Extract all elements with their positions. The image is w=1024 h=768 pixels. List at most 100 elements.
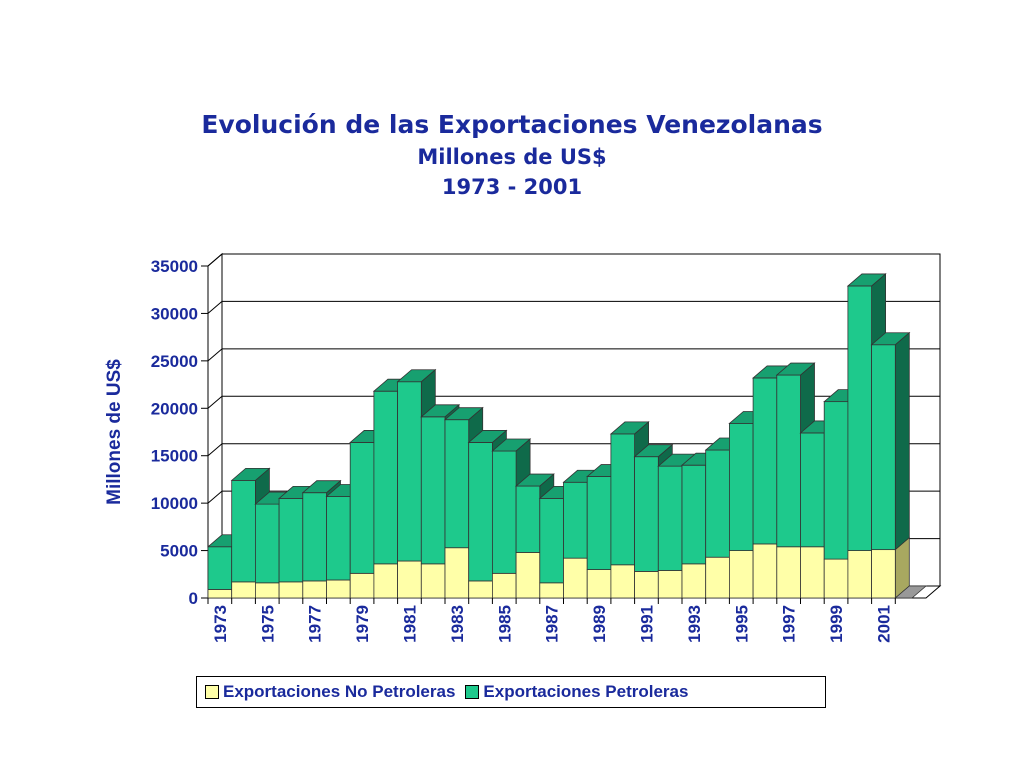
bar-petroleras-top xyxy=(870,332,911,346)
bar-petroleras xyxy=(231,479,256,583)
y-tick-label: 5000 xyxy=(160,542,198,561)
bar-petroleras xyxy=(610,433,636,566)
bar-no-petroleras xyxy=(847,550,873,599)
bar-no-petroleras xyxy=(515,552,541,599)
legend-item-no-petroleras: Exportaciones No Petroleras xyxy=(205,682,455,702)
x-tick-label: 1989 xyxy=(590,605,609,643)
bar-petroleras-top xyxy=(420,404,461,418)
bar-no-petroleras xyxy=(373,563,398,599)
bar-petroleras-top xyxy=(515,473,555,487)
bar-petroleras-top xyxy=(609,421,650,435)
bar-no-petroleras xyxy=(610,564,636,599)
bar-petroleras xyxy=(847,285,873,551)
bar-no-petroleras xyxy=(563,557,588,599)
bar-no-petroleras xyxy=(326,579,351,599)
legend-label-no-petroleras: Exportaciones No Petroleras xyxy=(223,682,456,701)
bar-no-petroleras xyxy=(207,589,233,599)
bar-petroleras xyxy=(823,401,849,560)
bar-petroleras xyxy=(302,492,327,582)
bar-no-petroleras xyxy=(752,543,778,599)
bar-no-petroleras xyxy=(657,570,683,599)
bar-no-petroleras xyxy=(302,580,327,599)
x-tick-label: 1973 xyxy=(211,605,230,643)
gridline-diagonal xyxy=(207,253,223,267)
bar-no-petroleras xyxy=(491,572,517,599)
bar-no-petroleras xyxy=(444,547,470,599)
bar-petroleras-side xyxy=(894,331,910,551)
y-tick-label: 15000 xyxy=(151,447,198,466)
y-axis-title: Millones de US$ xyxy=(104,359,125,505)
chart-subtitle-years: 1973 - 2001 xyxy=(441,175,583,199)
bar-petroleras xyxy=(681,464,707,565)
y-tick-label: 0 xyxy=(189,589,198,608)
bar-petroleras-top xyxy=(230,467,271,481)
bar-petroleras xyxy=(397,381,422,562)
chart-title-block: Evolución de las Exportaciones Venezolan… xyxy=(0,108,1024,202)
bar-no-petroleras xyxy=(231,581,256,599)
x-tick-label: 1979 xyxy=(353,605,372,643)
x-tick-label: 1983 xyxy=(448,605,467,643)
bar-petroleras xyxy=(278,497,304,583)
y-tick-label: 20000 xyxy=(151,399,198,418)
bar-petroleras xyxy=(326,496,351,581)
bar-no-petroleras xyxy=(468,580,493,599)
x-tick-label: 1981 xyxy=(400,605,419,643)
gridline-diagonal xyxy=(207,348,223,362)
bar-no-petroleras xyxy=(634,571,659,599)
bar-no-petroleras xyxy=(420,563,446,599)
x-tick-label: 1995 xyxy=(732,605,751,643)
bar-petroleras-top xyxy=(775,362,816,376)
bar-petroleras xyxy=(800,432,825,548)
gridline-diagonal xyxy=(207,490,223,504)
bar-petroleras xyxy=(491,450,517,574)
y-tick-label: 35000 xyxy=(151,257,198,276)
bar-petroleras xyxy=(586,476,612,570)
floor-end xyxy=(894,585,928,599)
bar-petroleras xyxy=(444,419,470,549)
bar-petroleras-top xyxy=(443,407,484,421)
gridline-diagonal xyxy=(207,395,223,409)
bar-no-petroleras xyxy=(349,572,375,599)
legend-swatch-no-petroleras xyxy=(205,685,219,699)
bar-petroleras-top xyxy=(467,430,508,443)
x-tick-label: 1991 xyxy=(637,605,656,643)
y-tick-label: 25000 xyxy=(151,352,198,371)
x-tick-label: 1975 xyxy=(258,605,277,643)
bar-no-petroleras xyxy=(254,582,280,599)
bar-petroleras xyxy=(207,546,233,590)
x-tick-label: 1977 xyxy=(306,605,325,643)
x-tick-label: 1993 xyxy=(685,605,704,643)
bar-petroleras xyxy=(729,423,754,551)
x-tick-label: 2001 xyxy=(874,605,893,643)
bar-petroleras xyxy=(420,416,446,565)
bar-petroleras xyxy=(515,485,541,553)
bar-no-petroleras xyxy=(705,556,730,599)
chart-subtitle: Millones de US$ xyxy=(417,145,607,169)
y-tick-label: 30000 xyxy=(151,304,198,323)
y-tick-label: 10000 xyxy=(151,494,198,513)
bar-no-petroleras xyxy=(278,581,304,599)
gridline-diagonal xyxy=(207,443,223,457)
bar-no-petroleras xyxy=(729,550,754,599)
chart-title: Evolución de las Exportaciones Venezolan… xyxy=(201,110,823,139)
bar-petroleras xyxy=(752,377,778,545)
bar-petroleras-top xyxy=(491,438,532,452)
legend-label-petroleras: Exportaciones Petroleras xyxy=(483,682,689,701)
bar-petroleras xyxy=(539,497,564,584)
bar-petroleras-top xyxy=(846,273,887,287)
bar-no-petroleras xyxy=(586,569,612,599)
bar-petroleras xyxy=(657,465,683,571)
x-tick-label: 1987 xyxy=(543,605,562,643)
bar-petroleras xyxy=(373,390,398,565)
x-tick-label: 1997 xyxy=(780,605,799,643)
bar-no-petroleras xyxy=(800,546,825,599)
bar-petroleras-top xyxy=(301,480,342,494)
gridline-diagonal xyxy=(207,301,223,314)
bar-petroleras xyxy=(254,503,280,584)
x-tick-label: 1999 xyxy=(827,605,846,643)
chart-legend: Exportaciones No Petroleras Exportacione… xyxy=(196,676,826,708)
bar-petroleras xyxy=(776,374,801,548)
bar-no-petroleras xyxy=(397,560,422,599)
legend-swatch-petroleras xyxy=(465,685,480,699)
bar-petroleras xyxy=(634,456,659,572)
